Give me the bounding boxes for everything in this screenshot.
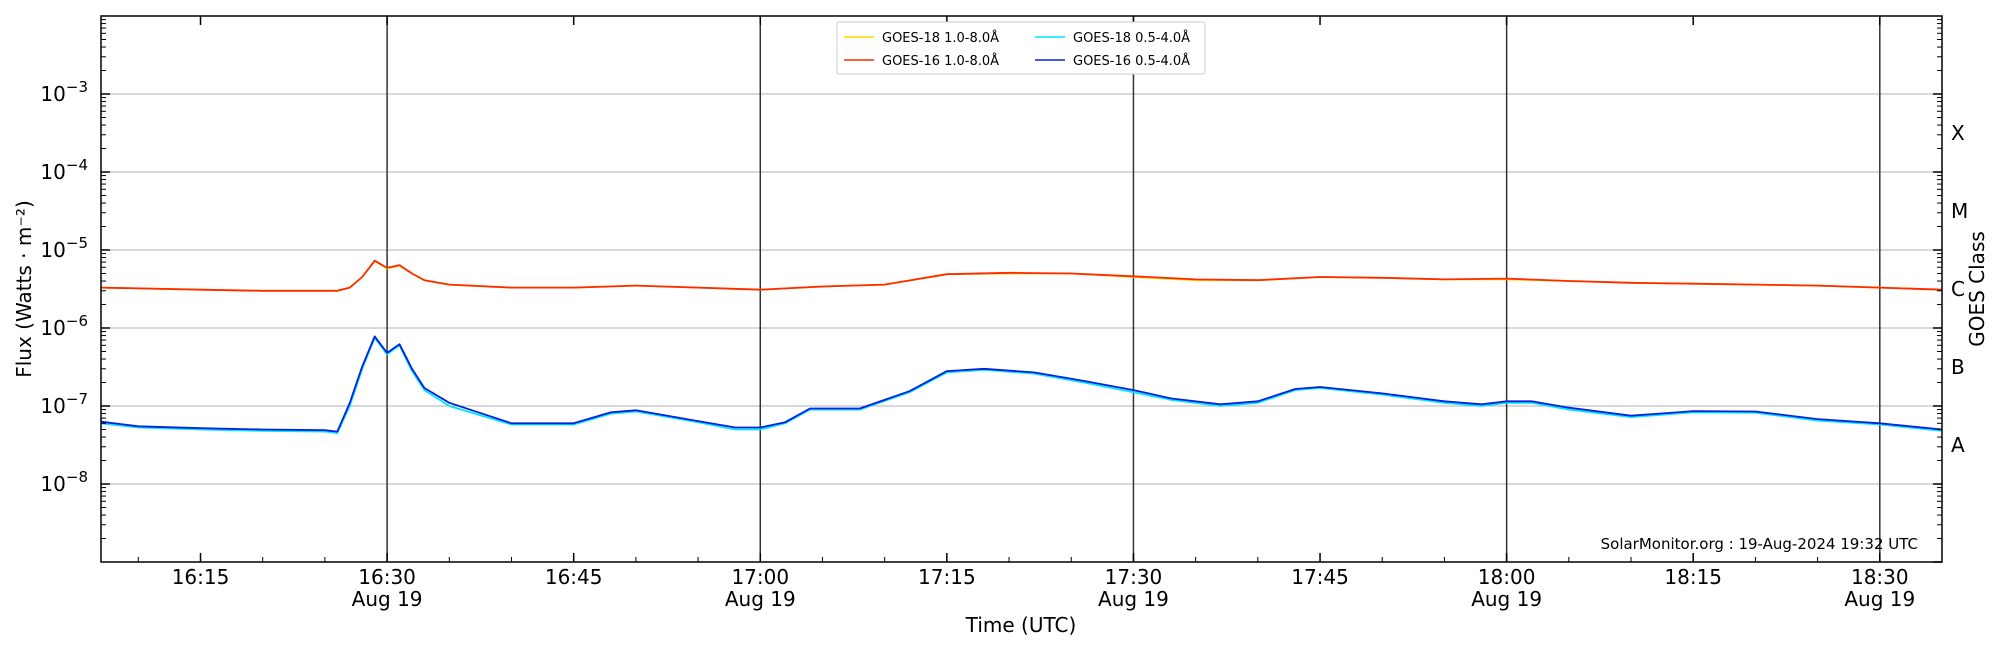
time-marker-lines xyxy=(386,16,1881,562)
legend-entry: GOES-16 1.0-8.0Å xyxy=(882,53,999,69)
x-tick-sublabel: Aug 19 xyxy=(725,587,796,611)
legend-box xyxy=(836,21,1206,75)
series-line-0 xyxy=(100,260,1943,292)
x-tick-sublabel: Aug 19 xyxy=(1471,587,1542,611)
y-tick-label: 10−3 xyxy=(40,78,88,106)
x-tick-label: 16:45 xyxy=(545,565,603,589)
series-line-1 xyxy=(100,259,1943,292)
x-tick-label: 17:00 xyxy=(731,565,789,589)
y-tick-label: 10−8 xyxy=(40,468,88,496)
x-axis-label: Time (UTC) xyxy=(965,613,1077,637)
flux-series xyxy=(100,259,1943,434)
series-line-3 xyxy=(100,335,1943,433)
y-axis-label: Flux (Watts · m⁻²) xyxy=(12,200,36,378)
x-tick-label: 18:15 xyxy=(1664,565,1722,589)
goes-class-axis-label: GOES Class xyxy=(1965,231,1989,347)
x-tick-label: 16:30 xyxy=(358,565,416,589)
x-tick-sublabel: Aug 19 xyxy=(1098,587,1169,611)
x-tick-label: 17:30 xyxy=(1105,565,1163,589)
legend-entry: GOES-16 0.5-4.0Å xyxy=(1073,53,1190,69)
x-tick-label: 18:00 xyxy=(1478,565,1536,589)
horizontal-grid xyxy=(101,93,1942,485)
goes-class-b: B xyxy=(1951,355,1965,379)
goes-class-labels: A B C M X xyxy=(1951,121,1968,457)
y-tick-label: 10−7 xyxy=(40,390,88,418)
x-tick-label: 16:15 xyxy=(172,565,230,589)
y-tick-label: 10−5 xyxy=(40,234,88,262)
legend-entry: GOES-18 1.0-8.0Å xyxy=(882,30,999,46)
series-line-2 xyxy=(100,336,1943,434)
x-tick-sublabel: Aug 19 xyxy=(352,587,423,611)
goes-class-c: C xyxy=(1951,277,1965,301)
legend-entry: GOES-18 0.5-4.0Å xyxy=(1073,30,1190,46)
y-tick-label: 10−6 xyxy=(40,312,88,340)
goes-class-m: M xyxy=(1951,199,1968,223)
y-axis-ticks: 10−8 10−7 10−6 10−5 10−4 10−3 xyxy=(40,19,1942,563)
source-annotation: SolarMonitor.org : 19-Aug-2024 19:32 UTC xyxy=(1601,535,1918,553)
goes-class-x: X xyxy=(1951,121,1965,145)
x-tick-label: 17:45 xyxy=(1291,565,1349,589)
x-tick-label: 17:15 xyxy=(918,565,976,589)
goes-class-a: A xyxy=(1951,433,1965,457)
x-tick-label: 18:30 xyxy=(1851,565,1909,589)
y-tick-label: 10−4 xyxy=(40,156,88,184)
legend: GOES-18 1.0-8.0Å GOES-18 0.5-4.0Å GOES-16 … xyxy=(836,21,1206,75)
plot-frame xyxy=(100,15,1943,563)
x-tick-sublabel: Aug 19 xyxy=(1844,587,1915,611)
